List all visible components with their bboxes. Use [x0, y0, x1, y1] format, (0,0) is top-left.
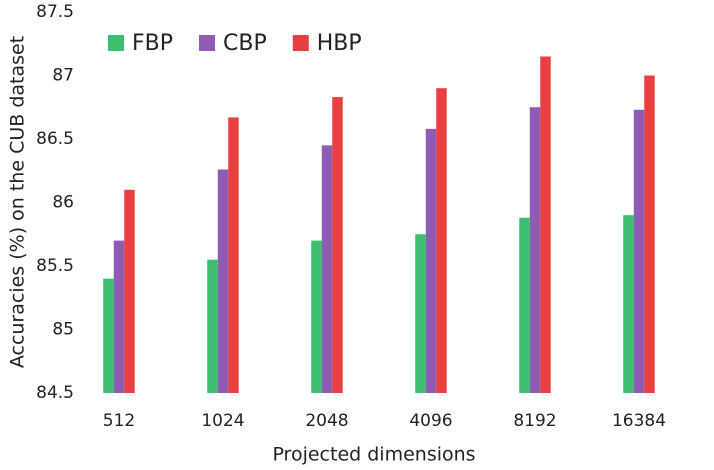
legend-swatch	[108, 35, 124, 51]
x-tick-label: 4096	[409, 411, 452, 431]
y-tick-label: 84.5	[36, 383, 74, 403]
bar	[113, 240, 125, 393]
bar	[415, 234, 426, 393]
y-tick-label: 87.5	[36, 2, 74, 22]
bar	[425, 128, 437, 393]
bar	[103, 278, 114, 393]
bar	[623, 215, 634, 393]
y-tick-label: 85.5	[36, 256, 74, 276]
bar	[311, 240, 322, 393]
y-tick-label: 86	[52, 193, 74, 213]
y-tick-label: 85	[52, 320, 74, 340]
legend-label: CBP	[223, 31, 267, 56]
legend-swatch	[199, 35, 216, 51]
bar	[321, 145, 333, 393]
bar	[207, 259, 218, 393]
legend-label: FBP	[132, 31, 173, 56]
x-axis-label: Projected dimensions	[272, 444, 475, 466]
bar	[124, 189, 135, 393]
x-tick-label: 16384	[612, 411, 666, 431]
legend-swatch	[292, 35, 309, 51]
bar	[228, 117, 239, 393]
y-tick-label: 86.5	[36, 129, 74, 149]
y-axis-label: Accuracies (%) on the CUB dataset	[7, 36, 29, 368]
y-tick-label: 87	[52, 66, 74, 86]
bar	[644, 75, 655, 393]
x-tick-label: 512	[103, 411, 135, 431]
x-tick-label: 8192	[513, 411, 556, 431]
bar	[540, 56, 551, 393]
bar	[633, 109, 645, 393]
bar	[529, 107, 541, 393]
x-tick-label: 1024	[201, 411, 244, 431]
x-tick-label: 2048	[305, 411, 348, 431]
legend-label: HBP	[317, 31, 362, 56]
bar	[217, 169, 229, 393]
bar	[332, 97, 343, 393]
bar	[436, 88, 447, 393]
bar	[519, 217, 530, 393]
